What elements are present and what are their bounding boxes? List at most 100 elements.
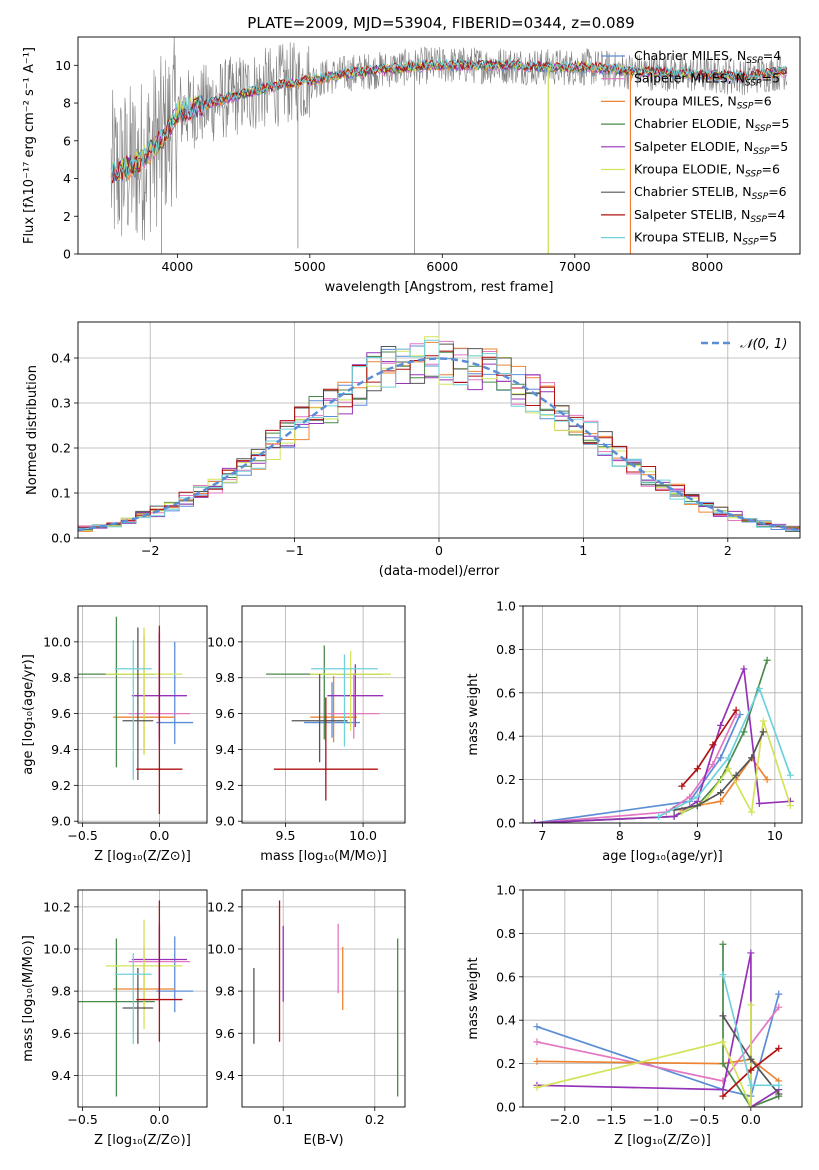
weight-point xyxy=(755,684,763,692)
x-axis-label: Z [log₁₀(Z/Z⊙)] xyxy=(94,1133,191,1148)
tick-label-y: 0.8 xyxy=(496,926,516,941)
tick-label-y: 9.0 xyxy=(215,814,235,829)
weight-point xyxy=(717,754,725,762)
tick-label-y: 0.0 xyxy=(496,816,516,831)
tick-label-x: 1 xyxy=(579,543,587,558)
tick-label-y: 2 xyxy=(63,209,71,224)
y-axis-label: Normed distribution xyxy=(25,365,40,495)
chart-mass_vs_ebv: 0.1 0.2 9.4 9.6 9.8 10.0 10.2 E(B-V) xyxy=(207,889,406,1148)
tick-label-y: 0.6 xyxy=(496,685,516,700)
legend-label: Kroupa MILES, NSSP=6 xyxy=(634,93,772,111)
weight-line xyxy=(534,714,741,823)
weight-point xyxy=(719,1092,727,1100)
tick-label-y: 0.4 xyxy=(496,729,516,744)
tick-label-y: 0.2 xyxy=(496,1056,516,1071)
tick-label-y: 9.4 xyxy=(51,742,71,757)
tick-label-y: 0.0 xyxy=(51,531,71,546)
axes-frame xyxy=(77,889,208,1108)
tick-label-x: −2 xyxy=(141,543,159,558)
weight-point xyxy=(719,1086,727,1094)
weight-point xyxy=(717,789,725,797)
legend-label: Salpeter MILES, NSSP=5 xyxy=(634,71,780,89)
legend-label: Salpeter STELIB, NSSP=4 xyxy=(634,207,785,225)
weight-point xyxy=(655,812,663,820)
weight-point xyxy=(763,656,771,664)
weight-line xyxy=(536,993,780,1098)
tick-label-y: 9.8 xyxy=(215,670,235,685)
tick-label-x: 0.2 xyxy=(365,1112,385,1127)
tick-label-y: 9.2 xyxy=(215,778,235,793)
x-axis-label: Z [log₁₀(Z/Z⊙)] xyxy=(614,1133,711,1148)
weight-point xyxy=(724,754,732,762)
tick-label-x: −1 xyxy=(285,543,303,558)
tick-label-y: 9.2 xyxy=(51,778,71,793)
weight-point xyxy=(759,728,767,736)
plot-area-mass_vs_Z xyxy=(78,900,194,1097)
weight-point xyxy=(748,808,756,816)
weight-point xyxy=(670,812,678,820)
tick-label-y: 0.3 xyxy=(51,396,71,411)
axes-frame xyxy=(241,889,406,1108)
tick-label-y: 10.0 xyxy=(43,634,71,649)
weight-line xyxy=(534,714,737,823)
tick-label-y: 9.8 xyxy=(51,670,71,685)
weight-point xyxy=(719,1038,727,1046)
legend-label: Salpeter ELODIE, NSSP=5 xyxy=(634,139,788,157)
tick-label-y: 9.6 xyxy=(51,706,71,721)
x-axis-label: mass [log₁₀(M/M⊙)] xyxy=(260,849,387,864)
weight-point xyxy=(763,776,771,784)
weight-point xyxy=(678,808,686,816)
chart-residuals: −2 −1 0 1 2 0.0 0.1 0.2 0.3 0.4 (data-model)/error… xyxy=(25,321,801,579)
tick-label-y: 0.6 xyxy=(496,969,516,984)
axes-frame xyxy=(77,605,208,824)
tick-label-y: 9.0 xyxy=(51,814,71,829)
weight-point xyxy=(719,971,727,979)
weight-point xyxy=(740,728,748,736)
weight-point xyxy=(755,799,763,807)
plot-area-spectrum xyxy=(110,37,788,254)
tick-label-y: 10.2 xyxy=(207,899,235,914)
tick-label-y: 10.2 xyxy=(43,899,71,914)
tick-label-y: 10.0 xyxy=(207,941,235,956)
tick-label-x: 8000 xyxy=(691,259,723,274)
tick-label-y: 4 xyxy=(63,171,71,186)
plot-area-massweight_vs_Z xyxy=(533,940,783,1107)
legend-label: Chabrier ELODIE, NSSP=5 xyxy=(634,116,789,134)
weight-point xyxy=(693,765,701,773)
weight-point xyxy=(747,1103,755,1107)
legend-label: Kroupa ELODIE, NSSP=6 xyxy=(634,162,780,180)
tick-label-x: −0.5 xyxy=(67,1112,97,1127)
weight-point xyxy=(775,990,783,998)
chart-massweight_vs_age: 7 8 9 10 0.0 0.2 0.4 0.6 0.8 1.0 age [log₁₀(age/yr… xyxy=(466,599,803,864)
tick-label-x: 0.0 xyxy=(149,1112,169,1127)
axes-frame xyxy=(77,321,801,539)
plot-area-age_vs_mass xyxy=(266,645,392,801)
weight-point xyxy=(533,1083,541,1091)
tick-label-x: −1.5 xyxy=(596,1112,626,1127)
tick-label-y: 0.1 xyxy=(51,486,71,501)
tick-label-y: 9.4 xyxy=(215,1068,235,1083)
weight-line xyxy=(536,1058,780,1082)
tick-label-x: 0.0 xyxy=(741,1112,761,1127)
tick-label-x: 2 xyxy=(724,543,732,558)
weight-line xyxy=(722,944,780,1107)
tick-label-y: 0.0 xyxy=(496,1100,516,1115)
tick-label-y: 10.0 xyxy=(207,634,235,649)
residual-histogram xyxy=(78,339,800,531)
tick-label-x: −0.5 xyxy=(67,828,97,843)
tick-label-y: 0.2 xyxy=(496,772,516,787)
tick-label-y: 10.0 xyxy=(43,941,71,956)
x-axis-label: wavelength [Angstrom, rest frame] xyxy=(325,280,554,295)
weight-point xyxy=(678,782,686,790)
tick-label-y: 9.6 xyxy=(215,706,235,721)
spectrum-legend: Chabrier MILES, NSSP=4 Salpeter MILES, NS… xyxy=(601,48,789,248)
weight-point xyxy=(732,706,740,714)
weight-point xyxy=(533,1057,541,1065)
weight-point xyxy=(724,765,732,773)
tick-label-x: 5000 xyxy=(294,259,326,274)
tick-label-x: 0 xyxy=(435,543,443,558)
weight-point xyxy=(775,1081,783,1089)
weight-line xyxy=(534,665,791,823)
tick-label-y: 0.4 xyxy=(51,351,71,366)
